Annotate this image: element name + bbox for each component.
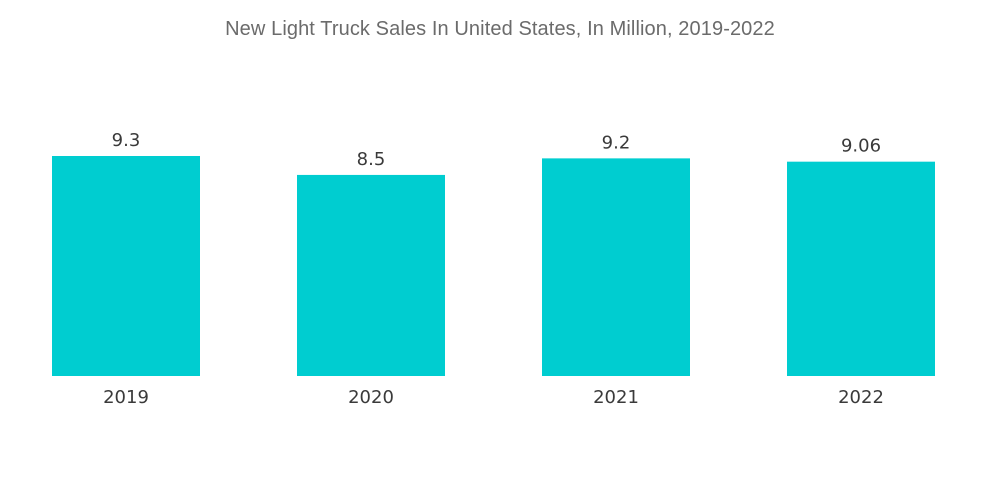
- chart-title: New Light Truck Sales In United States, …: [225, 18, 775, 40]
- value-label-2019: 9.3: [112, 130, 141, 151]
- category-label-2020: 2020: [348, 387, 394, 408]
- value-label-2020: 8.5: [357, 149, 386, 170]
- category-labels-group: 2019 2020 2021 2022: [103, 387, 884, 408]
- bar-2021: [542, 158, 690, 376]
- value-label-2021: 9.2: [602, 132, 631, 153]
- bar-2022: [787, 161, 935, 376]
- category-label-2019: 2019: [103, 387, 149, 408]
- category-label-2022: 2022: [838, 387, 884, 408]
- bar-2020: [297, 174, 445, 376]
- bar-2019: [52, 156, 200, 376]
- bars-group: [52, 156, 935, 376]
- value-labels-group: 9.3 8.5 9.2 9.06: [112, 130, 881, 170]
- value-label-2022: 9.06: [841, 136, 881, 157]
- category-label-2021: 2021: [593, 387, 639, 408]
